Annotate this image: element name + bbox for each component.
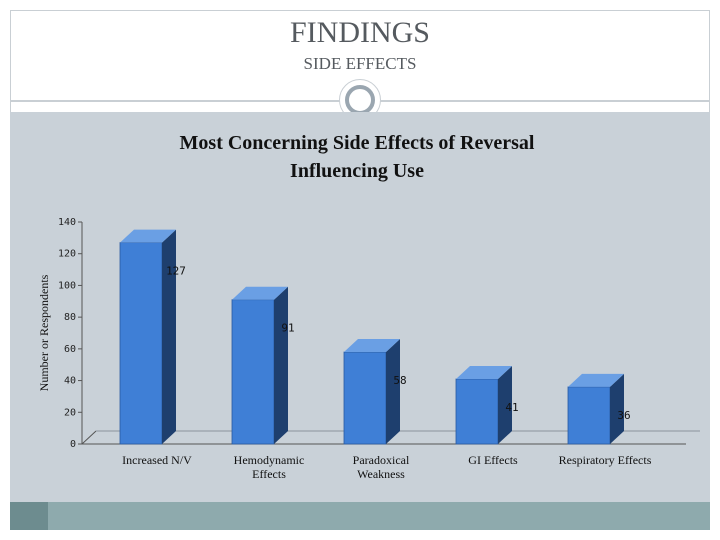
- category-label-line: GI Effects: [468, 453, 518, 467]
- y-tick-label: 80: [64, 312, 76, 323]
- bar-front: [567, 386, 611, 445]
- bar-top: [568, 373, 624, 387]
- category-label: GI Effects: [468, 453, 518, 467]
- bar-front: [231, 299, 275, 445]
- bar-front: [455, 378, 499, 445]
- bar-side: [162, 229, 176, 444]
- data-label: 91: [281, 322, 294, 335]
- category-label: Increased N/V: [122, 453, 192, 467]
- y-axis-title: Number or Respondents: [37, 274, 51, 391]
- bar-2: 91: [231, 286, 295, 445]
- footer-accent: [10, 502, 48, 530]
- category-label: Hemodynamic Effects: [234, 453, 305, 481]
- data-label: 41: [505, 401, 518, 414]
- chart-title-line: Influencing Use: [290, 160, 424, 182]
- bar-top: [344, 339, 400, 353]
- slide-subtitle: SIDE EFFECTS: [303, 54, 417, 73]
- bar-top: [120, 229, 176, 243]
- category-label: Paradoxical Weakness: [353, 453, 410, 481]
- bar-side: [498, 365, 512, 444]
- bar-3: 58: [343, 339, 407, 445]
- bar-front: [119, 242, 163, 445]
- bar-1: 127: [119, 229, 186, 445]
- y-tick-label: 40: [64, 376, 76, 387]
- data-label: 127: [166, 265, 186, 278]
- bar-4: 41: [455, 365, 519, 445]
- bar-chart: Most Concerning Side Effects of Reversal…: [37, 132, 700, 481]
- bar-side: [386, 339, 400, 444]
- data-label: 58: [393, 374, 406, 387]
- category-label-line: Weakness: [357, 467, 405, 481]
- bar-series: 127 91 58 41 36: [119, 229, 631, 445]
- category-label-line: Hemodynamic: [234, 453, 305, 467]
- bar-top: [456, 365, 512, 379]
- y-tick-label: 20: [64, 407, 76, 418]
- footer-bar: [10, 502, 710, 530]
- y-tick-label: 100: [58, 280, 76, 291]
- category-label-line: Effects: [252, 467, 286, 481]
- bar-front: [343, 351, 387, 445]
- category-label-line: Respiratory Effects: [559, 453, 652, 467]
- y-tick-label: 0: [70, 439, 76, 450]
- floor-edge: [81, 430, 97, 445]
- bar-top: [232, 286, 288, 300]
- category-label-line: Paradoxical: [353, 453, 410, 467]
- chart-title: Most Concerning Side Effects of Reversal…: [180, 132, 535, 182]
- slide-title: FINDINGS: [289, 16, 430, 49]
- chart-title-line: Most Concerning Side Effects of Reversal: [180, 132, 535, 154]
- x-axis-labels: Increased N/V Hemodynamic Effects Paradoxic…: [122, 453, 652, 481]
- category-label-line: Increased N/V: [122, 453, 192, 467]
- bar-side: [610, 373, 624, 444]
- bar-side: [274, 286, 288, 444]
- data-label: 36: [617, 409, 630, 422]
- y-tick-label: 60: [64, 344, 76, 355]
- bar-5: 36: [567, 373, 631, 445]
- y-tick-label: 140: [58, 217, 76, 228]
- category-label: Respiratory Effects: [559, 453, 652, 467]
- y-tick-label: 120: [58, 249, 76, 260]
